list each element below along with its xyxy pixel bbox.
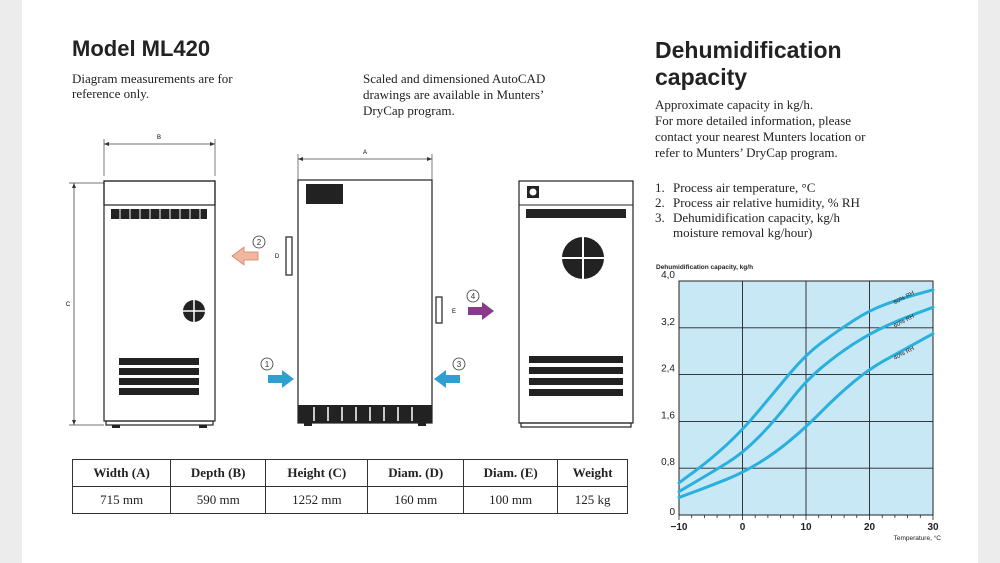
y-tick-label: 0 [669, 507, 675, 518]
autocad-note-line: drawings are available in Munters’ [363, 87, 545, 102]
capacity-intro-line: contact your nearest Munters location or [655, 129, 866, 144]
spec-header-cell: Weight [557, 459, 628, 487]
unit-diagram: B C A [66, 135, 634, 428]
side-unit-top-grille [111, 209, 207, 219]
callout-1: 1 [265, 360, 270, 369]
spec-value-cell: 590 mm [170, 486, 267, 514]
legend-num: 3. [655, 210, 665, 225]
legend-text: Process air temperature, °C [673, 180, 816, 195]
spec-value-row: 715 mm 590 mm 1252 mm 160 mm 100 mm 125 … [71, 486, 628, 514]
dim-e-label: E [452, 309, 456, 315]
chart-ticks: −10 0 10 20 30 0 0,8 1,6 2,4 3,2 4,0 [661, 270, 939, 533]
x-tick-label: −10 [671, 522, 688, 533]
y-tick-label: 2,4 [661, 364, 675, 375]
capacity-intro-line: refer to Munters’ DryCap program. [655, 145, 838, 160]
spec-table: Width (A) Depth (B) Height (C) Diam. (D)… [71, 459, 628, 514]
dim-b-label: B [157, 135, 161, 141]
dim-d-mark [285, 236, 293, 276]
series-line [677, 305, 935, 494]
capacity-title-line: capacity [655, 64, 748, 90]
capacity-intro-line: Approximate capacity in kg/h. [655, 97, 814, 112]
y-tick-label: 4,0 [661, 270, 675, 281]
legend-item: 1. Process air temperature, °C [655, 180, 860, 195]
model-title: Model ML420 [72, 36, 211, 61]
callout-4: 4 [471, 292, 476, 301]
spec-header-cell: Height (C) [265, 459, 369, 487]
legend-num: 1. [655, 180, 665, 195]
callout-3: 3 [457, 360, 462, 369]
x-tick-label: 0 [740, 522, 746, 533]
legend-text: moisture removal kg/hour) [673, 225, 813, 240]
spec-header-cell: Depth (B) [170, 459, 267, 487]
side-unit-top [103, 180, 216, 206]
capacity-title-line: Dehumidification [655, 37, 842, 63]
spec-value-cell: 1252 mm [265, 486, 369, 514]
spec-value-cell: 125 kg [557, 486, 628, 514]
back-unit-grille [526, 209, 626, 218]
regen-inlet-arrow [434, 370, 460, 388]
dim-c-label: C [66, 302, 71, 308]
process-inlet-arrow [268, 370, 294, 388]
axis-legend-list: 1. Process air temperature, °C 2. Process … [655, 180, 860, 240]
side-unit-louvre [119, 358, 199, 395]
capacity-chart: Dehumidification capacity, kg/h 80% RH60… [656, 264, 942, 542]
series-line [677, 332, 935, 499]
chart-grid [679, 281, 933, 515]
capacity-intro-line: For more detailed information, please [655, 113, 852, 128]
front-unit-panel [306, 184, 343, 204]
reference-note: Diagram measurements are for reference o… [72, 71, 233, 101]
dim-a-label: A [363, 150, 367, 156]
reference-note-line: reference only. [72, 86, 150, 101]
y-tick-label: 1,6 [661, 410, 675, 421]
y-tick-label: 3,2 [661, 317, 675, 328]
x-tick-label: 20 [864, 522, 876, 533]
x-tick-label: 30 [927, 522, 939, 533]
legend-item: 2. Process air relative humidity, % RH [655, 195, 860, 210]
autocad-note: Scaled and dimensioned AutoCAD drawings … [363, 71, 545, 119]
autocad-note-line: Scaled and dimensioned AutoCAD [363, 71, 546, 86]
x-tick-label: 10 [800, 522, 812, 533]
regen-outlet-arrow [231, 246, 259, 266]
y-tick-label: 0,8 [661, 457, 675, 468]
spec-header-cell: Diam. (D) [367, 459, 465, 487]
legend-text: Dehumidification capacity, kg/h [673, 210, 841, 225]
x-axis-label: Temperature, °C [894, 534, 942, 542]
spec-value-cell: 100 mm [463, 486, 559, 514]
document-page: Model ML420 Diagram measurements are for… [22, 0, 978, 563]
back-unit-louvre [529, 356, 623, 396]
legend-num: 2. [655, 195, 665, 210]
autocad-note-line: DryCap program. [363, 103, 455, 118]
reference-note-line: Diagram measurements are for [72, 71, 233, 86]
legend-text: Process air relative humidity, % RH [673, 195, 860, 210]
chart-title: Dehumidification capacity, kg/h [656, 264, 753, 271]
front-unit-body [297, 179, 433, 424]
spec-value-cell: 160 mm [367, 486, 465, 514]
spec-header-cell: Diam. (E) [463, 459, 559, 487]
dim-d-label: D [275, 254, 280, 260]
legend-item: moisture removal kg/hour) [655, 225, 860, 240]
capacity-title: Dehumidification capacity [655, 37, 842, 91]
series-line [677, 288, 935, 485]
capacity-intro: Approximate capacity in kg/h. For more d… [655, 97, 865, 161]
legend-item: 3. Dehumidification capacity, kg/h [655, 210, 860, 225]
spec-header-cell: Width (A) [71, 459, 172, 487]
callout-2: 2 [257, 238, 262, 247]
spec-value-cell: 715 mm [71, 486, 172, 514]
dim-e-mark [435, 296, 443, 324]
spec-header-row: Width (A) Depth (B) Height (C) Diam. (D)… [71, 459, 628, 487]
dry-air-arrow [468, 302, 494, 320]
